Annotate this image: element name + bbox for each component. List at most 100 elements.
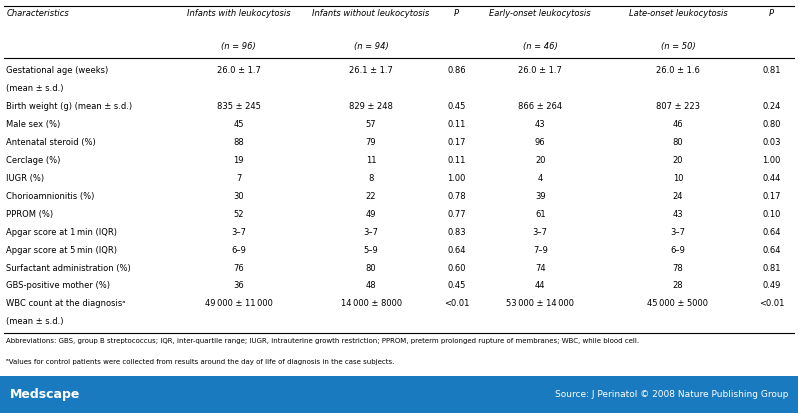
Text: WBC count at the diagnosisᵃ: WBC count at the diagnosisᵃ bbox=[6, 299, 126, 309]
Text: 14 000 ± 8000: 14 000 ± 8000 bbox=[341, 299, 401, 309]
Text: 24: 24 bbox=[673, 192, 683, 201]
Text: 53 000 ± 14 000: 53 000 ± 14 000 bbox=[506, 299, 575, 309]
Text: 0.10: 0.10 bbox=[762, 210, 781, 219]
Text: 0.80: 0.80 bbox=[762, 120, 781, 129]
Text: 96: 96 bbox=[535, 138, 546, 147]
Text: 28: 28 bbox=[673, 281, 683, 290]
Text: 6–9: 6–9 bbox=[231, 246, 246, 255]
Text: 61: 61 bbox=[535, 210, 546, 219]
Text: 79: 79 bbox=[365, 138, 377, 147]
Text: P: P bbox=[454, 9, 459, 18]
Text: Early-onset leukocytosis: Early-onset leukocytosis bbox=[489, 9, 591, 18]
Text: 80: 80 bbox=[365, 263, 377, 273]
Text: 26.0 ± 1.6: 26.0 ± 1.6 bbox=[656, 66, 700, 76]
Text: 0.86: 0.86 bbox=[447, 66, 466, 76]
Text: 36: 36 bbox=[233, 281, 244, 290]
Text: 78: 78 bbox=[673, 263, 683, 273]
Text: 20: 20 bbox=[535, 156, 546, 165]
Text: Birth weight (g) (mean ± s.d.): Birth weight (g) (mean ± s.d.) bbox=[6, 102, 132, 111]
Text: Infants without leukocytosis: Infants without leukocytosis bbox=[313, 9, 429, 18]
Text: 866 ± 264: 866 ± 264 bbox=[518, 102, 563, 111]
Text: 43: 43 bbox=[673, 210, 683, 219]
Text: IUGR (%): IUGR (%) bbox=[6, 174, 45, 183]
Text: 3–7: 3–7 bbox=[533, 228, 547, 237]
Text: 22: 22 bbox=[365, 192, 377, 201]
Text: 0.44: 0.44 bbox=[762, 174, 781, 183]
Text: 0.17: 0.17 bbox=[762, 192, 781, 201]
Text: 0.11: 0.11 bbox=[447, 120, 466, 129]
Text: 1.00: 1.00 bbox=[447, 174, 466, 183]
Text: 10: 10 bbox=[673, 174, 683, 183]
Text: 0.83: 0.83 bbox=[447, 228, 466, 237]
Text: Chorioamnionitis (%): Chorioamnionitis (%) bbox=[6, 192, 95, 201]
Text: Source: J Perinatol © 2008 Nature Publishing Group: Source: J Perinatol © 2008 Nature Publis… bbox=[555, 390, 788, 399]
Text: Antenatal steroid (%): Antenatal steroid (%) bbox=[6, 138, 96, 147]
Text: 0.64: 0.64 bbox=[762, 246, 781, 255]
Text: (mean ± s.d.): (mean ± s.d.) bbox=[6, 84, 64, 93]
Text: 26.0 ± 1.7: 26.0 ± 1.7 bbox=[519, 66, 562, 76]
Text: Apgar score at 1 min (IQR): Apgar score at 1 min (IQR) bbox=[6, 228, 117, 237]
Text: 80: 80 bbox=[673, 138, 683, 147]
Text: 0.64: 0.64 bbox=[447, 246, 466, 255]
Text: <0.01: <0.01 bbox=[759, 299, 784, 309]
Text: Late-onset leukocytosis: Late-onset leukocytosis bbox=[629, 9, 727, 18]
Text: 0.24: 0.24 bbox=[762, 102, 781, 111]
Text: 5–9: 5–9 bbox=[364, 246, 378, 255]
Text: 44: 44 bbox=[535, 281, 546, 290]
Text: Male sex (%): Male sex (%) bbox=[6, 120, 61, 129]
Text: 46: 46 bbox=[673, 120, 683, 129]
Text: 829 ± 248: 829 ± 248 bbox=[350, 102, 393, 111]
Text: 3–7: 3–7 bbox=[231, 228, 246, 237]
Text: 0.03: 0.03 bbox=[762, 138, 781, 147]
Text: 57: 57 bbox=[365, 120, 377, 129]
Text: 0.45: 0.45 bbox=[447, 281, 466, 290]
Text: 45 000 ± 5000: 45 000 ± 5000 bbox=[647, 299, 709, 309]
Text: 30: 30 bbox=[233, 192, 244, 201]
Text: Cerclage (%): Cerclage (%) bbox=[6, 156, 61, 165]
Text: 39: 39 bbox=[535, 192, 546, 201]
Text: 0.60: 0.60 bbox=[447, 263, 466, 273]
Text: 7: 7 bbox=[236, 174, 241, 183]
Text: (n = 94): (n = 94) bbox=[354, 43, 389, 52]
Text: 0.17: 0.17 bbox=[447, 138, 466, 147]
Text: 6–9: 6–9 bbox=[670, 246, 685, 255]
Text: 3–7: 3–7 bbox=[670, 228, 685, 237]
Text: Gestational age (weeks): Gestational age (weeks) bbox=[6, 66, 109, 76]
Text: 0.45: 0.45 bbox=[447, 102, 466, 111]
Text: 0.78: 0.78 bbox=[447, 192, 466, 201]
Text: 0.64: 0.64 bbox=[762, 228, 781, 237]
Text: 0.49: 0.49 bbox=[762, 281, 781, 290]
Text: Apgar score at 5 min (IQR): Apgar score at 5 min (IQR) bbox=[6, 246, 117, 255]
Text: PPROM (%): PPROM (%) bbox=[6, 210, 53, 219]
Text: 20: 20 bbox=[673, 156, 683, 165]
Text: 8: 8 bbox=[369, 174, 373, 183]
Text: 43: 43 bbox=[535, 120, 546, 129]
Text: 4: 4 bbox=[538, 174, 543, 183]
Text: (n = 96): (n = 96) bbox=[221, 43, 256, 52]
Text: GBS-positive mother (%): GBS-positive mother (%) bbox=[6, 281, 110, 290]
Text: Abbreviations: GBS, group B streptococcus; IQR, inter-quartile range; IUGR, intr: Abbreviations: GBS, group B streptococcu… bbox=[6, 338, 639, 344]
Text: 19: 19 bbox=[233, 156, 244, 165]
Text: 11: 11 bbox=[365, 156, 377, 165]
Text: (n = 50): (n = 50) bbox=[661, 43, 695, 52]
Text: <0.01: <0.01 bbox=[444, 299, 469, 309]
Text: 49 000 ± 11 000: 49 000 ± 11 000 bbox=[204, 299, 273, 309]
Text: 0.81: 0.81 bbox=[762, 66, 781, 76]
Text: 45: 45 bbox=[233, 120, 244, 129]
Text: 0.11: 0.11 bbox=[447, 156, 466, 165]
Text: Surfactant administration (%): Surfactant administration (%) bbox=[6, 263, 131, 273]
Text: 0.77: 0.77 bbox=[447, 210, 466, 219]
Text: 74: 74 bbox=[535, 263, 546, 273]
Text: ᵃValues for control patients were collected from results around the day of life : ᵃValues for control patients were collec… bbox=[6, 359, 395, 365]
Text: Characteristics: Characteristics bbox=[6, 9, 69, 18]
Text: 3–7: 3–7 bbox=[364, 228, 378, 237]
Text: 26.0 ± 1.7: 26.0 ± 1.7 bbox=[217, 66, 260, 76]
Text: 807 ± 223: 807 ± 223 bbox=[656, 102, 700, 111]
Text: (n = 46): (n = 46) bbox=[523, 43, 558, 52]
Text: Infants with leukocytosis: Infants with leukocytosis bbox=[187, 9, 290, 18]
Text: 76: 76 bbox=[233, 263, 244, 273]
Text: 88: 88 bbox=[233, 138, 244, 147]
Text: Medscape: Medscape bbox=[10, 388, 80, 401]
Text: 7–9: 7–9 bbox=[533, 246, 547, 255]
Text: 52: 52 bbox=[233, 210, 244, 219]
